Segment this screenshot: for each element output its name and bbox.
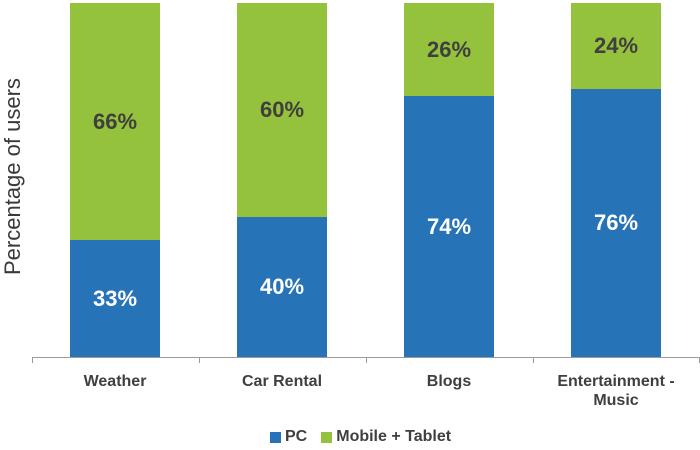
value-label: 74% <box>426 213 472 239</box>
legend-label-mobile: Mobile + Tablet <box>336 428 452 445</box>
value-label: 60% <box>259 97 305 122</box>
x-axis-line <box>32 357 699 358</box>
segment-mobile-weather: 66% <box>70 3 160 240</box>
segment-mobile-entertainment: 24% <box>571 3 661 89</box>
segment-mobile-blogs: 26% <box>404 3 494 96</box>
category-label-blogs: Blogs <box>426 373 472 390</box>
category-label-line1: Entertainment - <box>557 373 675 390</box>
legend-label-pc: PC <box>285 428 308 445</box>
y-axis-label: Percentage of users <box>0 78 25 275</box>
x-axis-tick <box>32 357 33 363</box>
bar-weather: 66% 33% <box>70 3 160 357</box>
x-axis-tick <box>533 357 534 363</box>
legend-item-mobile: Mobile + Tablet <box>321 428 451 446</box>
value-label: 26% <box>426 36 472 62</box>
value-label: 24% <box>593 33 639 58</box>
value-label: 76% <box>593 210 639 235</box>
legend-item-pc: PC <box>270 428 307 446</box>
category-label-weather: Weather <box>83 373 147 390</box>
legend-swatch-mobile <box>321 431 333 443</box>
segment-pc-weather: 33% <box>70 240 160 357</box>
x-axis-tick <box>199 357 200 363</box>
value-label: 33% <box>92 285 138 311</box>
value-label: 40% <box>259 274 305 299</box>
category-label-line2: Music <box>593 392 639 409</box>
category-label-entertainment: Entertainment - Music <box>536 372 696 410</box>
segment-mobile-car-rental: 60% <box>237 3 327 217</box>
segment-pc-car-rental: 40% <box>237 217 327 357</box>
bar-entertainment-music: 24% 76% <box>571 3 661 357</box>
bar-blogs: 26% 74% <box>404 3 494 357</box>
bar-car-rental: 60% 40% <box>237 3 327 357</box>
segment-pc-entertainment: 76% <box>571 89 661 357</box>
value-label: 66% <box>92 108 138 134</box>
legend-swatch-pc <box>270 431 281 443</box>
segment-pc-blogs: 74% <box>404 96 494 357</box>
category-label-car-rental: Car Rental <box>241 373 323 390</box>
x-axis-tick <box>366 357 367 363</box>
legend: PC Mobile + Tablet <box>270 428 465 446</box>
